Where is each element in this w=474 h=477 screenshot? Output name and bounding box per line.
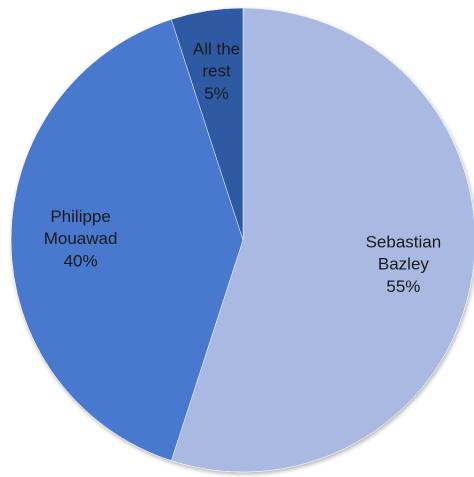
slice-value-label: 5% — [204, 84, 229, 103]
slice-value-label: 40% — [64, 251, 98, 270]
slice — [170, 7, 244, 241]
slice-value-label: 55% — [386, 277, 420, 296]
slice-category-label: All the rest — [193, 40, 240, 81]
slice — [170, 7, 474, 473]
slice-category-label: Philippe Mouawad — [44, 207, 118, 248]
slice — [10, 19, 244, 461]
pie — [10, 7, 474, 473]
slice-category-label: Sebastian Bazley — [366, 233, 442, 274]
labels: Sebastian Bazley 55% Philippe Mouawad 40% All … — [44, 40, 441, 296]
